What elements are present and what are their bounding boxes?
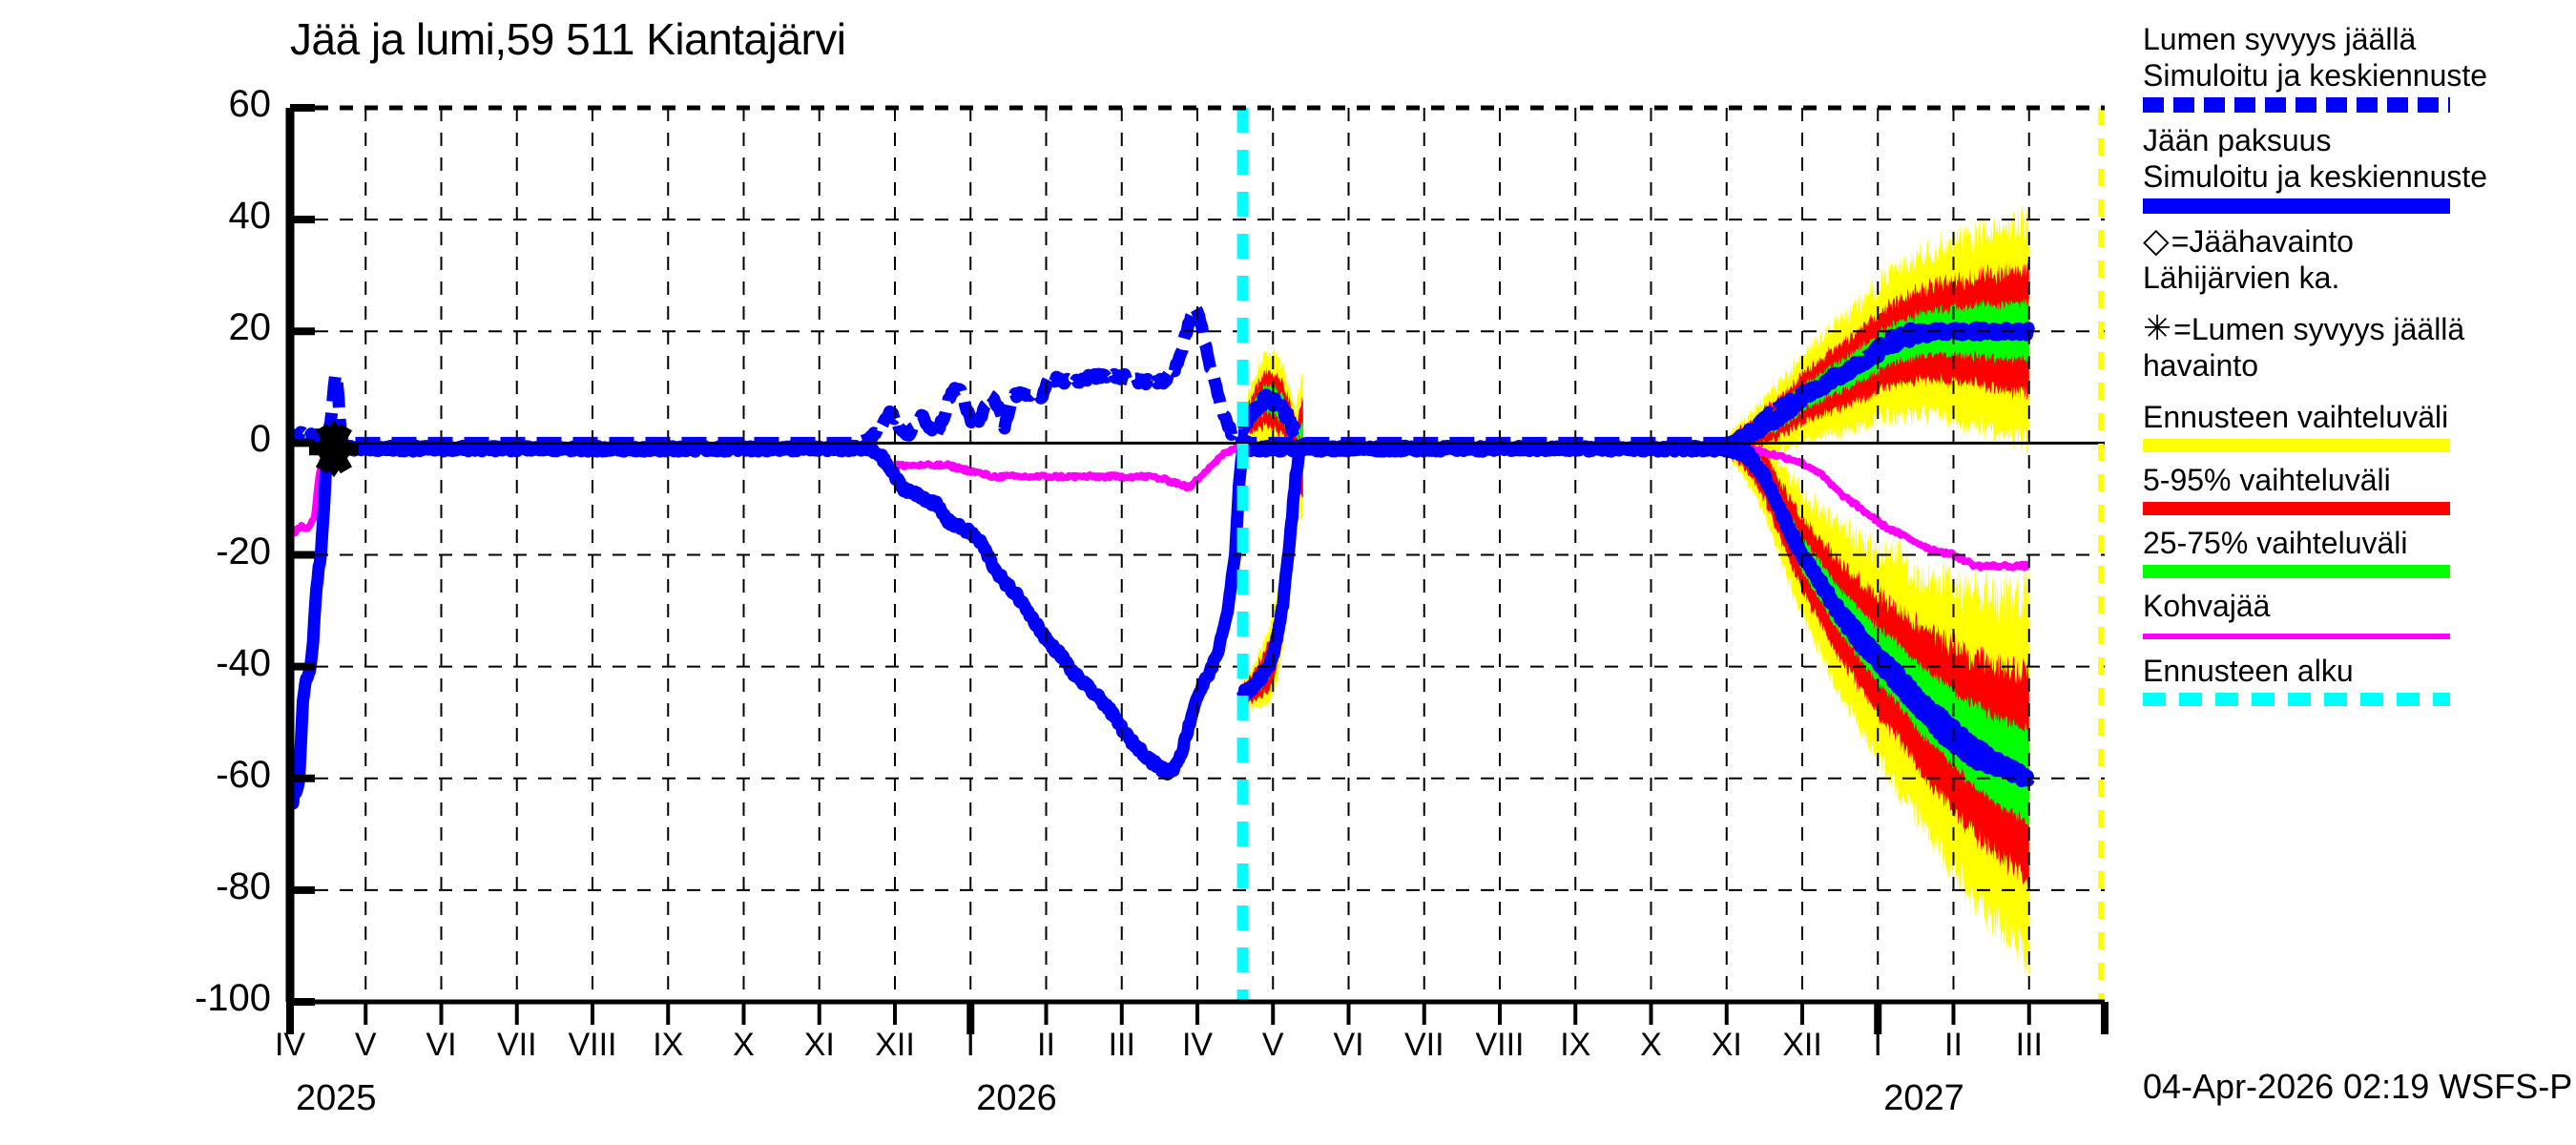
- y-tick-label: -80: [216, 864, 271, 907]
- x-tick-label: V: [354, 1027, 377, 1063]
- x-tick-label: IX: [653, 1027, 684, 1063]
- x-tick-label: XII: [1782, 1027, 1822, 1063]
- x-year-label: 2025: [296, 1078, 377, 1118]
- legend-swatch-range-5-95: [2143, 502, 2450, 515]
- x-tick-label: IX: [1560, 1027, 1591, 1063]
- legend-swatch-range-25-75: [2143, 565, 2450, 578]
- legend-label: Lähijärvien ka.: [2143, 260, 2340, 295]
- legend-item-range-25-75: 25-75% vaihteluväli: [2143, 525, 2572, 578]
- legend-label: Simuloitu ja keskiennuste: [2143, 58, 2488, 93]
- y-tick-label: -60: [216, 753, 271, 796]
- x-tick-label: I: [1873, 1027, 1882, 1063]
- x-tick-label: VI: [426, 1027, 457, 1063]
- x-tick-label: IV: [274, 1027, 306, 1063]
- legend-label: ✳=Lumen syvyys jäällä: [2143, 311, 2572, 347]
- x-tick-label: VII: [1403, 1027, 1444, 1063]
- x-tick-label: II: [1944, 1027, 1963, 1063]
- y-tick-label: 40: [228, 195, 272, 238]
- x-tick-label: II: [1037, 1027, 1055, 1063]
- legend-label: Ennusteen alku: [2143, 654, 2354, 688]
- legend-swatch-forecast-range: [2143, 439, 2450, 452]
- x-tick-label: III: [1108, 1027, 1135, 1063]
- legend-label: Kohvajää: [2143, 589, 2271, 623]
- page-title: Jää ja lumi,59 511 Kiantajärvi: [290, 14, 846, 64]
- legend-item-forecast-range: Ennusteen vaihteluväli: [2143, 399, 2572, 452]
- x-year-label: 2027: [1883, 1078, 1964, 1118]
- y-tick-label: 20: [228, 306, 272, 349]
- legend-item-snow-depth-observation: ✳=Lumen syvyys jäällä havainto: [2143, 311, 2572, 399]
- y-tick-label: 60: [228, 83, 272, 125]
- y-tick-label: -100: [194, 977, 271, 1019]
- diamond-icon: ◇: [2143, 220, 2170, 260]
- x-tick-label: IV: [1181, 1027, 1214, 1063]
- legend-label: Jään paksuus: [2143, 123, 2332, 157]
- legend-label: Lumen syvyys jäällä: [2143, 22, 2417, 56]
- x-tick-label: I: [966, 1027, 975, 1063]
- legend-label: 5-95% vaihteluväli: [2143, 463, 2391, 497]
- legend-item-ice-observation: ◇=Jäähavainto Lähijärvien ka.: [2143, 223, 2572, 311]
- legend-label: Ennusteen vaihteluväli: [2143, 400, 2449, 434]
- y-tick-label: -40: [216, 641, 271, 684]
- legend-spacer: [2143, 384, 2572, 399]
- legend-item-range-5-95: 5-95% vaihteluväli: [2143, 462, 2572, 515]
- chart-legend: Lumen syvyys jäällä Simuloitu ja keskienn…: [2143, 21, 2572, 716]
- legend-label: havainto: [2143, 348, 2258, 383]
- legend-label-text: =Lumen syvyys jäällä: [2173, 312, 2465, 346]
- x-tick-label: III: [2015, 1027, 2043, 1063]
- legend-swatch-snow-depth-on-ice: [2143, 97, 2450, 113]
- legend-swatch-slush-ice: [2143, 634, 2450, 639]
- x-tick-label: X: [1640, 1027, 1662, 1063]
- legend-item-slush-ice: Kohvajää: [2143, 588, 2572, 639]
- y-tick-label: -20: [216, 530, 271, 572]
- x-tick-label: VIII: [568, 1027, 617, 1063]
- x-tick-label: VI: [1333, 1027, 1364, 1063]
- legend-label: 25-75% vaihteluväli: [2143, 526, 2408, 560]
- legend-item-snow-depth-on-ice: Lumen syvyys jäällä Simuloitu ja keskienn…: [2143, 21, 2572, 113]
- legend-item-ice-thickness: Jään paksuus Simuloitu ja keskiennuste: [2143, 122, 2572, 214]
- legend-label: ◇=Jäähavainto: [2143, 223, 2572, 260]
- x-tick-label: X: [733, 1027, 755, 1063]
- x-tick-label: XI: [1711, 1027, 1742, 1063]
- timestamp: 04-Apr-2026 02:19 WSFS-P: [2143, 1067, 2573, 1106]
- x-tick-label: VII: [496, 1027, 537, 1063]
- legend-item-forecast-start: Ennusteen alku: [2143, 653, 2572, 706]
- x-tick-label: XI: [803, 1027, 835, 1063]
- legend-label-text: =Jäähavainto: [2171, 224, 2354, 259]
- asterisk-icon: ✳: [2143, 308, 2172, 347]
- legend-swatch-ice-thickness: [2143, 198, 2450, 214]
- legend-swatch-forecast-start: [2143, 693, 2450, 706]
- x-year-label: 2026: [976, 1078, 1057, 1118]
- x-tick-label: VIII: [1475, 1027, 1525, 1063]
- x-tick-label: XII: [875, 1027, 915, 1063]
- legend-label: Simuloitu ja keskiennuste: [2143, 159, 2488, 194]
- legend-spacer: [2143, 296, 2572, 311]
- y-tick-label: 0: [249, 418, 271, 461]
- x-tick-label: V: [1261, 1027, 1284, 1063]
